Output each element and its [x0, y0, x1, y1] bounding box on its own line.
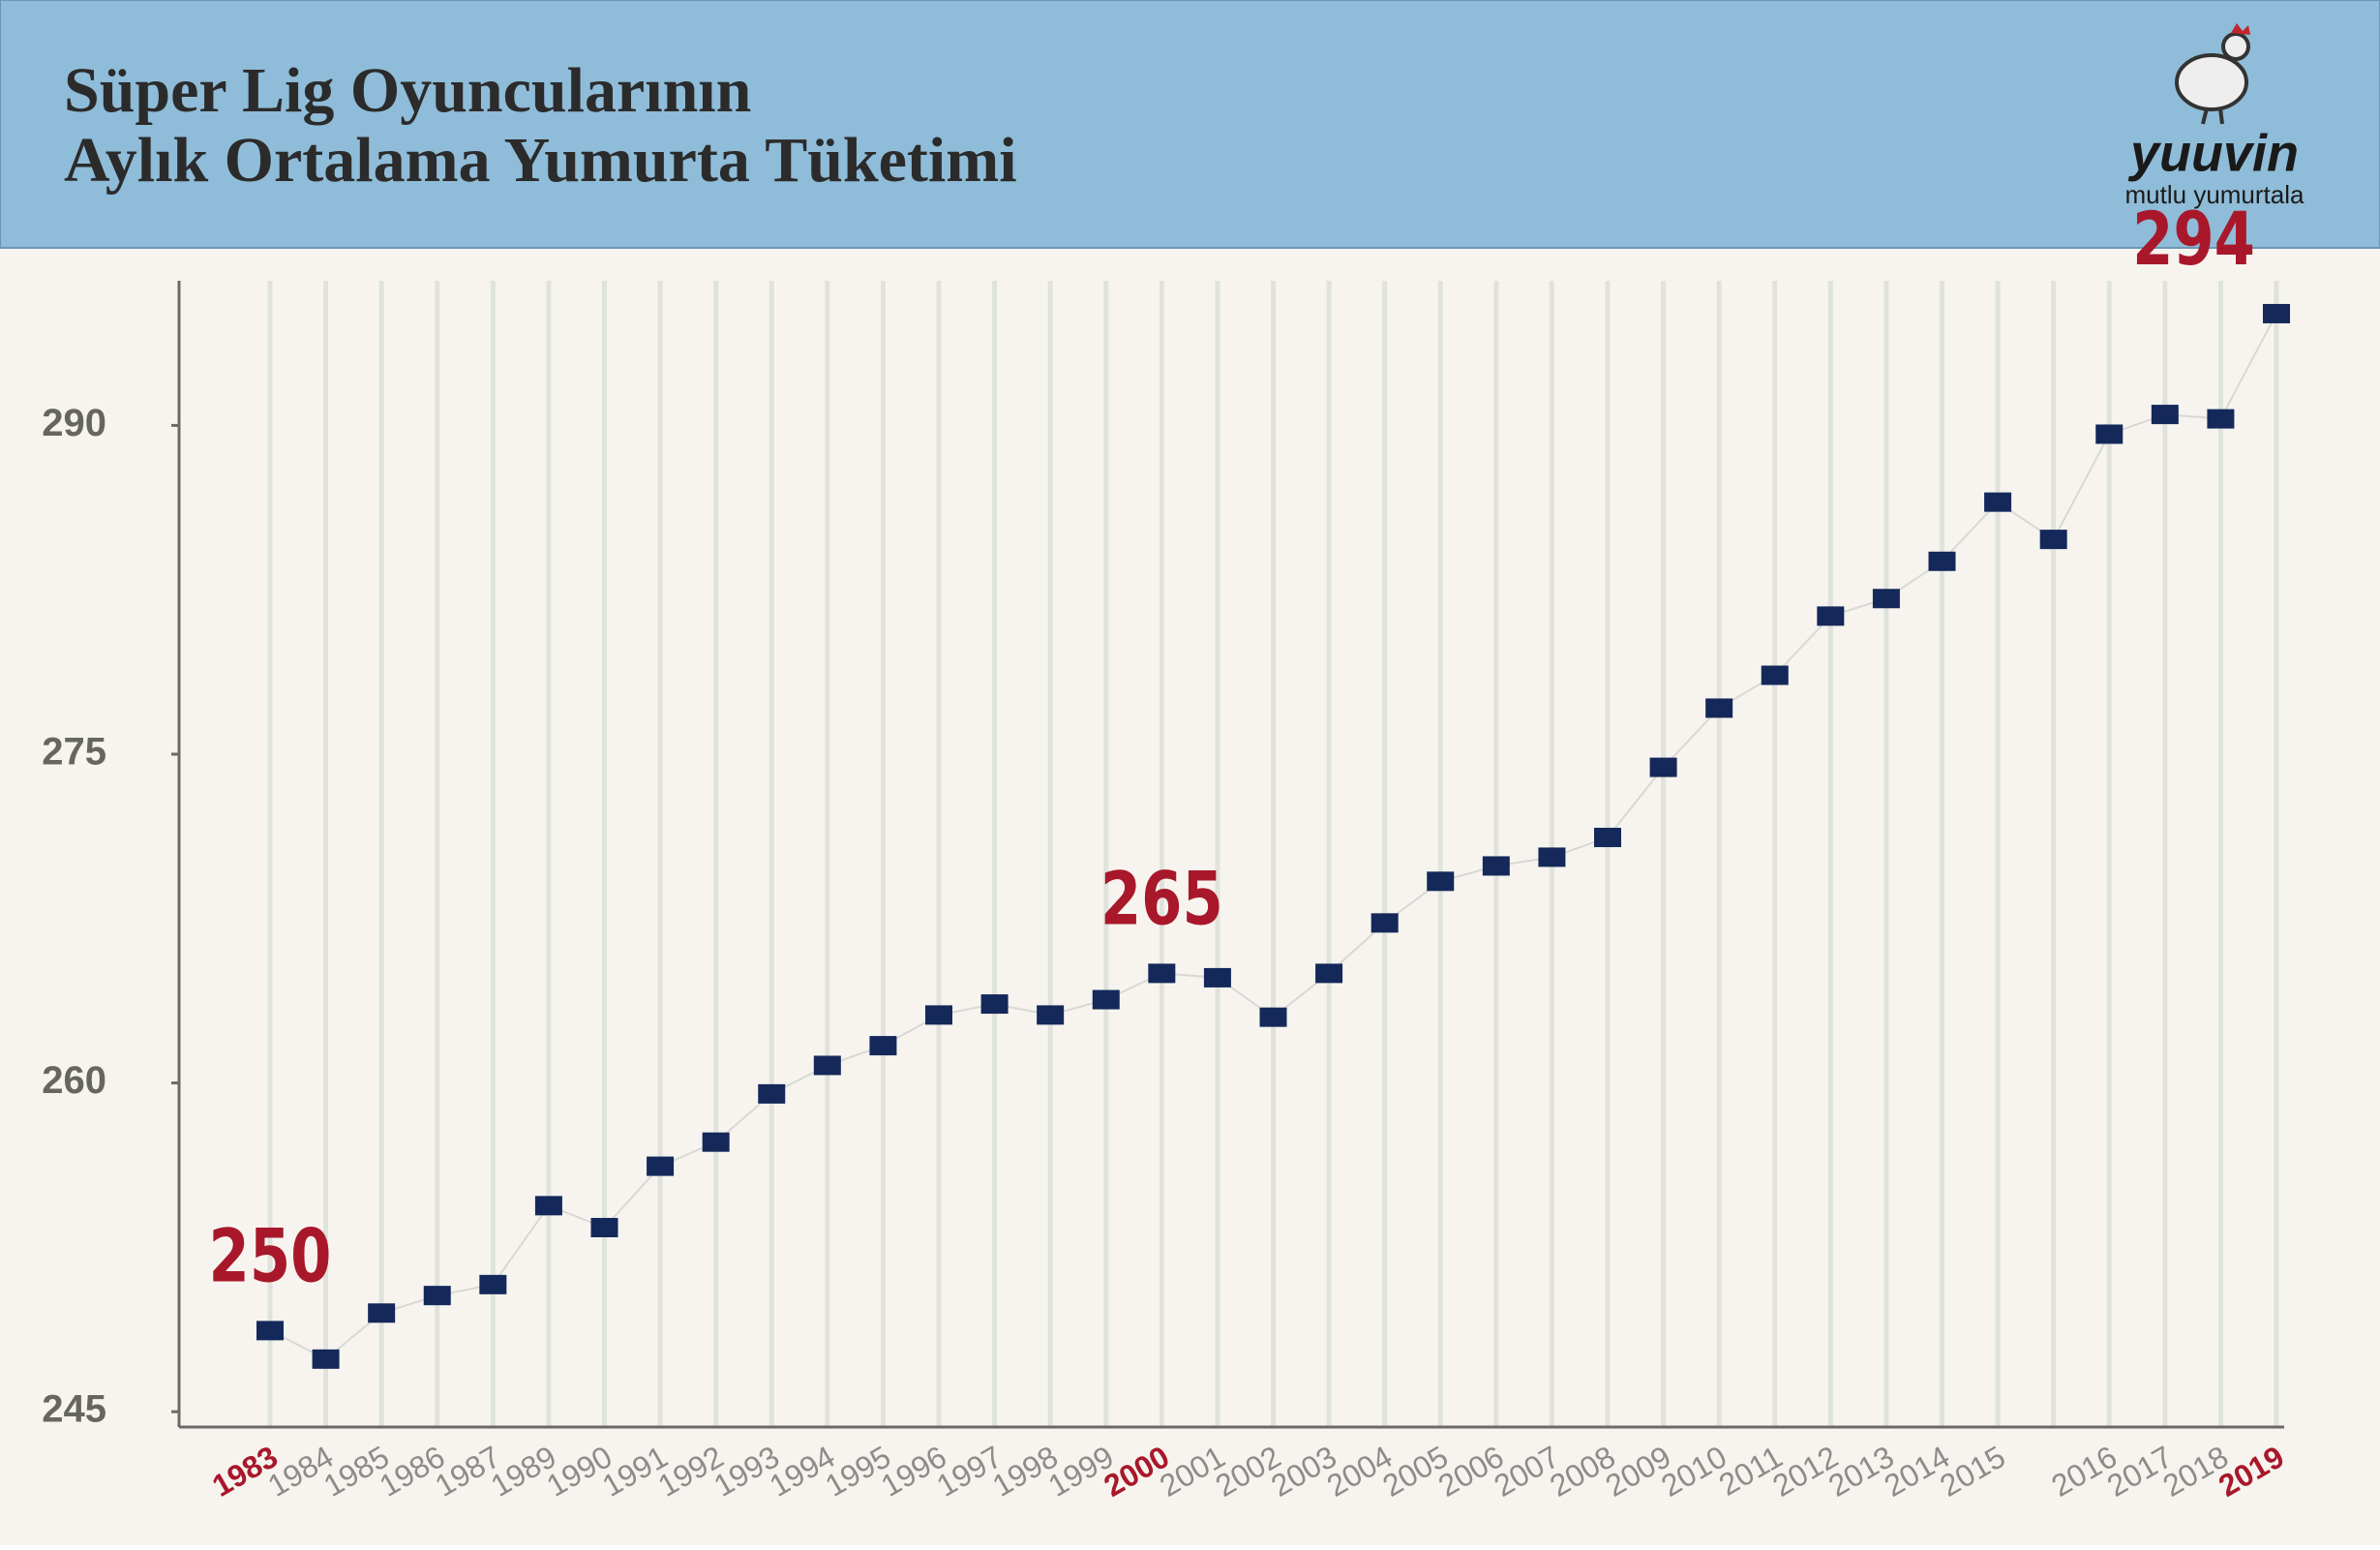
marker — [869, 1036, 897, 1056]
marker — [1259, 1007, 1287, 1027]
marker — [1371, 913, 1399, 933]
marker — [2207, 409, 2235, 429]
marker — [1482, 856, 1510, 876]
y-tick-label: 275 — [42, 731, 106, 774]
annotation: 265 — [1100, 857, 1223, 942]
marker — [2151, 405, 2179, 425]
marker — [256, 1321, 284, 1341]
marker — [1705, 698, 1733, 718]
marker — [1761, 665, 1789, 685]
marker — [1203, 967, 1231, 988]
marker — [925, 1005, 952, 1025]
marker — [1148, 963, 1176, 984]
y-tick-label: 245 — [42, 1388, 106, 1431]
marker — [1984, 492, 2012, 512]
y-tick-label: 290 — [42, 402, 106, 444]
marker — [702, 1132, 730, 1152]
marker — [1037, 1005, 1065, 1025]
marker — [1092, 989, 1120, 1010]
marker — [368, 1303, 396, 1323]
marker — [1817, 606, 1845, 626]
marker — [590, 1217, 618, 1237]
marker — [423, 1286, 451, 1306]
marker — [1649, 757, 1677, 777]
marker — [1594, 828, 1621, 848]
marker — [479, 1274, 507, 1294]
marker — [2095, 424, 2124, 444]
marker — [1427, 871, 1455, 892]
chart-title: Aylık Ortalama Yumurta Tüketimi — [64, 125, 1017, 196]
marker — [1928, 551, 1956, 571]
marker — [813, 1055, 841, 1076]
brand-name: yuuvin — [2127, 124, 2299, 182]
marker — [1872, 589, 1900, 609]
marker — [1538, 847, 1566, 867]
marker — [1315, 963, 1343, 984]
brand-slogan: mutlu yumurtala — [2125, 180, 2305, 209]
marker — [2263, 303, 2290, 323]
annotation: 294 — [2132, 197, 2255, 282]
marker — [647, 1156, 675, 1176]
marker — [2039, 530, 2067, 550]
header — [0, 0, 2380, 249]
y-tick-label: 260 — [42, 1059, 106, 1102]
marker — [312, 1349, 340, 1369]
marker — [980, 994, 1009, 1015]
marker — [758, 1083, 786, 1104]
logo-icon — [2175, 23, 2250, 125]
annotation: 250 — [209, 1214, 332, 1299]
marker — [534, 1196, 562, 1216]
chart-title: Süper Lig Oyuncularının — [64, 55, 751, 126]
